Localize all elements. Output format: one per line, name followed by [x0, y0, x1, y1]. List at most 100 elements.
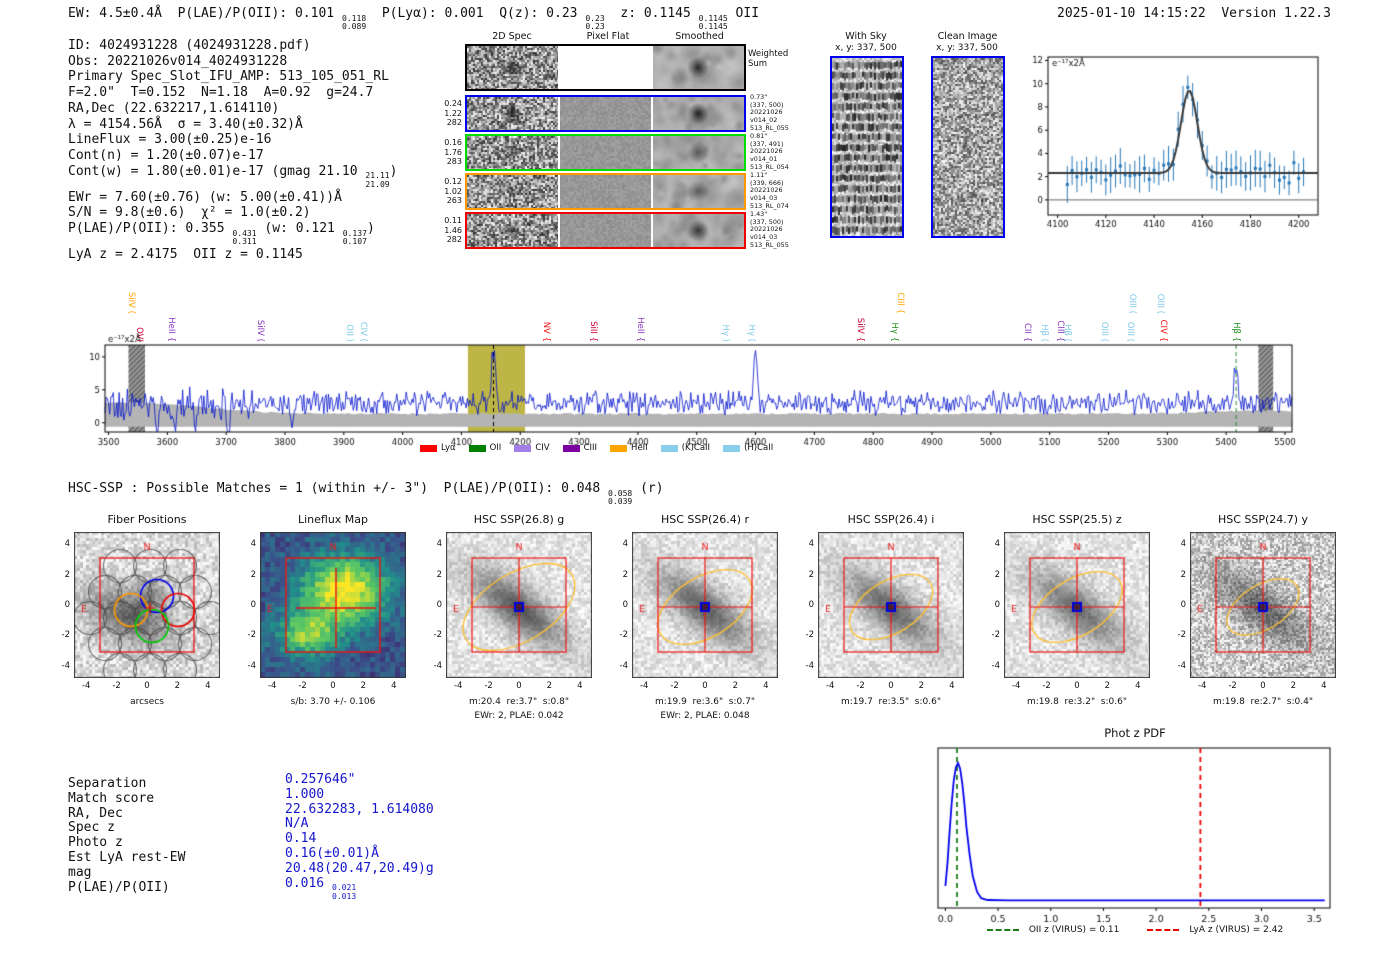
match-row-value: 1.000	[285, 786, 325, 802]
match-row-value: 0.16(±0.01)Å	[285, 846, 379, 861]
legend-item: CIII	[562, 443, 597, 453]
panel-xtick: 4	[763, 681, 769, 691]
spec2d-row-image	[653, 46, 744, 89]
info-line: LyA z = 2.4175 OII z = 0.1145	[68, 247, 303, 263]
info-line: Primary Spec_Slot_IFU_AMP: 513_105_051_R…	[68, 69, 389, 85]
panel-xtick: 4	[1135, 681, 1141, 691]
legend-label: CIV	[535, 443, 550, 453]
stacked-uncertainty: 21.11 21.09	[365, 171, 390, 189]
stacked-uncertainty: 0.021 0.013	[331, 883, 357, 901]
info-line: Cont(n) = 1.20(±0.07)e-17	[68, 147, 264, 163]
panel-image-hsc	[632, 532, 778, 678]
spec2d-row-image	[467, 46, 558, 89]
header-datetime: 2025-01-10 14:15:22 Version 1.22.3	[1057, 6, 1331, 21]
panel-caption: arcsecs	[130, 697, 164, 707]
panel-ytick: -4	[1177, 660, 1186, 671]
legend-item: OII	[468, 443, 502, 453]
clean-image-title: Clean Image	[937, 31, 998, 42]
col-title-smoothed: Smoothed	[675, 31, 724, 42]
panel-ytick: -2	[247, 630, 256, 641]
panel-xtick: 2	[1104, 681, 1111, 691]
clean-image-cutout	[931, 56, 1005, 238]
spec2d-row-image	[653, 97, 744, 130]
panel-xtick: -4	[825, 681, 835, 691]
legend-swatch	[723, 444, 741, 452]
panel-xtick: 0	[144, 681, 150, 691]
panel-ytick: 4	[994, 539, 1000, 550]
panel-ytick: -2	[805, 630, 814, 641]
panel-image-lineflux	[260, 532, 406, 678]
panel-xtick: 0	[330, 681, 336, 691]
panel-xtick: -4	[1011, 681, 1021, 691]
panel-caption: m:19.8 re:2.7" s:0.4"	[1213, 697, 1313, 707]
panel-title: Lineflux Map	[297, 513, 369, 526]
panel-xtick: 2	[174, 681, 181, 691]
panel-xtick: -2	[670, 681, 679, 691]
info-line: P(LAE)/P(OII): 0.355 0.431 0.311 (w: 0.12…	[68, 221, 375, 247]
photz-pdf-title: Phot z PDF	[1104, 726, 1166, 740]
stacked-uncertainty: 0.431 0.311	[232, 228, 257, 247]
match-row-value: 0.016 0.021 0.013	[285, 875, 357, 901]
panel-image-hsc	[818, 532, 964, 678]
panel-xtick: -4	[639, 681, 649, 691]
photz-legend-label: LyA z (VIRUS) = 2.42	[1189, 925, 1284, 935]
panel-caption: m:19.8 re:3.2" s:0.6"	[1027, 697, 1127, 707]
panel-xtick: 4	[205, 681, 211, 691]
panel-xtick: -4	[1197, 681, 1207, 691]
match-row-value: N/A	[285, 816, 309, 832]
spec2d-row	[465, 173, 746, 210]
spec2d-row-annotation: 1.11" (339, 666) 20221026 v014_03 513_RL_074	[750, 171, 789, 210]
panel-ytick: 2	[250, 569, 256, 580]
panel-xtick: 0	[1260, 681, 1266, 691]
spec2d-row-annotation: 0.81" (337, 491) 20221026 v014_01 513_RL_054	[750, 132, 789, 171]
match-row-label: Spec z	[68, 820, 115, 836]
panel-caption: m:20.4 re:3.7" s:0.8"	[469, 697, 569, 707]
with-sky-title: With Sky	[845, 31, 887, 42]
panel-image-hsc	[446, 532, 592, 678]
spec2d-row-image	[467, 97, 558, 130]
stacked-uncertainty: 0.23 0.23	[585, 13, 605, 32]
panel-xtick: -2	[298, 681, 307, 691]
spec2d-row-image	[560, 136, 651, 169]
with-sky-cutout	[830, 56, 904, 238]
legend-item: (K)CaII	[660, 443, 711, 453]
panel-xtick: 2	[918, 681, 925, 691]
panel-caption: s/b: 3.70 +/- 0.106	[290, 697, 376, 707]
legend-item: HeII	[610, 443, 648, 453]
panel-caption2: EWr: 2, PLAE: 0.042	[474, 711, 564, 721]
dashed-line-swatch	[986, 929, 1019, 931]
panel-ytick: -4	[61, 660, 70, 671]
info-line: Obs: 20221026v014_4024931228	[68, 53, 288, 69]
info-line: RA,Dec (22.632217,1.614110)	[68, 100, 280, 116]
spectrum-legend: Lyα OII CIV CIII HeII (K)CaII (H)CaII	[420, 443, 773, 453]
panel-ytick: -2	[991, 630, 1000, 641]
hsc-match-summary: HSC-SSP : Possible Matches = 1 (within +…	[68, 481, 664, 507]
panel-ytick: 4	[436, 539, 442, 550]
spectral-line-label: SiIV (	[126, 291, 137, 314]
col-title-pixelflat: Pixel Flat	[586, 31, 630, 42]
spec2d-row	[465, 95, 746, 132]
panel-ytick: -2	[619, 630, 628, 641]
legend-label: OII	[489, 443, 502, 453]
panel-xtick: -2	[1042, 681, 1051, 691]
match-row-label: Est LyA rest-EW	[68, 850, 186, 865]
emission-line-fit-plot	[1030, 45, 1360, 237]
legend-swatch	[562, 444, 580, 452]
panel-xtick: -4	[81, 681, 91, 691]
match-row-label: Match score	[68, 790, 155, 806]
panel-ytick: -4	[805, 660, 814, 671]
photz-legend-item: OII z (VIRUS) = 0.11	[986, 925, 1119, 935]
panel-xtick: 0	[1074, 681, 1080, 691]
panel-xtick: -2	[856, 681, 865, 691]
legend-swatch	[610, 444, 628, 452]
panel-caption: m:19.7 re:3.5" s:0.6"	[841, 697, 941, 707]
legend-label: Lyα	[441, 443, 456, 453]
panel-ytick: 2	[1180, 569, 1186, 580]
panel-image-fiber	[74, 532, 220, 678]
spec2d-row-left-labels: 0.24 1.22 282	[444, 99, 462, 127]
panel-xtick: 2	[732, 681, 739, 691]
legend-label: (K)CaII	[681, 443, 711, 453]
panel-ytick: 4	[1180, 539, 1186, 550]
spec2d-row	[465, 134, 746, 171]
